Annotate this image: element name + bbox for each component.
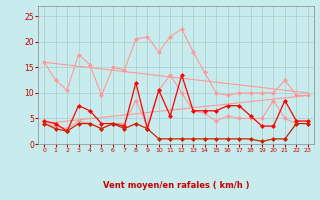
X-axis label: Vent moyen/en rafales ( km/h ): Vent moyen/en rafales ( km/h ) [103,181,249,190]
